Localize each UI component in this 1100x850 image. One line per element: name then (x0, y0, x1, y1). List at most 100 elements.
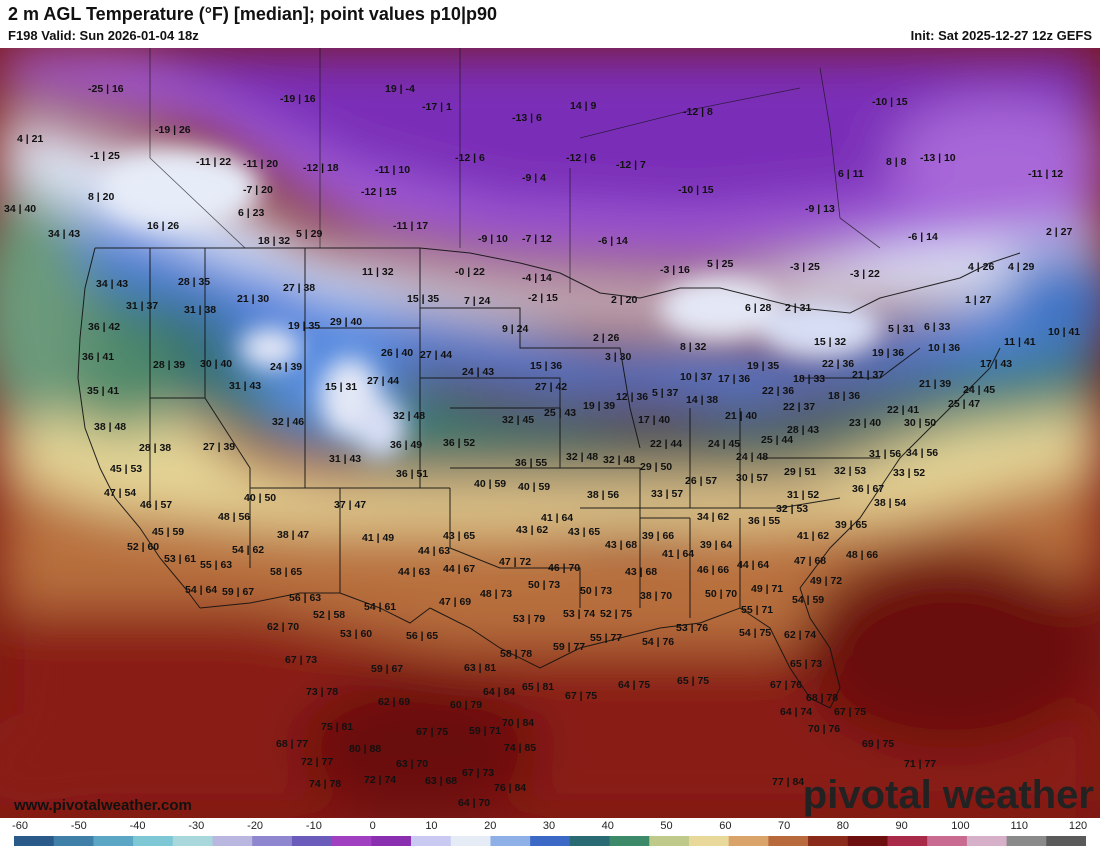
point-value: 48 | 66 (846, 549, 879, 561)
point-value: -12 | 8 (683, 106, 713, 118)
point-value: 43 | 68 (625, 566, 658, 578)
point-value: 62 | 69 (378, 696, 411, 708)
point-value: 53 | 60 (340, 628, 373, 640)
point-value: 28 | 38 (139, 442, 172, 454)
point-value: 9 | 24 (502, 323, 529, 335)
point-value: 41 | 49 (362, 532, 395, 544)
point-value: 80 | 88 (349, 743, 382, 755)
point-value: 10 | 41 (1048, 326, 1081, 338)
point-value: 50 | 73 (580, 585, 613, 597)
point-value: 60 | 79 (450, 699, 483, 711)
point-value: 59 | 67 (222, 586, 255, 598)
point-value: 43 | 65 (443, 530, 476, 542)
colorbar-tick-label: 80 (836, 820, 849, 832)
point-value: -11 | 22 (196, 156, 232, 168)
point-value: 44 | 63 (398, 566, 431, 578)
point-value: -11 | 20 (243, 158, 279, 170)
point-value: 12 | 36 (616, 391, 649, 403)
point-value: 22 | 36 (762, 385, 795, 397)
brand-logo: pivotal weather (802, 773, 1094, 817)
point-value: -12 | 6 (455, 152, 485, 164)
point-value: 31 | 56 (869, 448, 902, 460)
point-value: 70 | 84 (502, 717, 535, 729)
point-value: 32 | 45 (502, 414, 535, 426)
point-value: 15 | 36 (530, 360, 563, 372)
point-value: 27 | 38 (283, 282, 316, 294)
point-value: 28 | 43 (787, 424, 820, 436)
point-value: 15 | 35 (407, 293, 440, 305)
point-value: 72 | 77 (301, 756, 334, 768)
point-value: 24 | 39 (270, 361, 303, 373)
point-value: 45 | 59 (152, 526, 185, 538)
point-value: 41 | 62 (797, 530, 830, 542)
point-value: 68 | 78 (806, 692, 839, 704)
point-value: 36 | 51 (396, 468, 429, 480)
point-value: 5 | 31 (888, 323, 915, 335)
point-value: 26 | 57 (685, 475, 718, 487)
point-value: 67 | 73 (462, 767, 495, 779)
point-value: -12 | 18 (303, 162, 339, 174)
point-value: 63 | 81 (464, 662, 497, 674)
site-url[interactable]: www.pivotalweather.com (14, 797, 192, 814)
point-value: 14 | 9 (570, 100, 597, 112)
point-value: 17 | 36 (718, 373, 751, 385)
point-value: 24 | 45 (708, 438, 741, 450)
point-value: 71 | 77 (904, 758, 937, 770)
point-value: 63 | 70 (396, 758, 429, 770)
point-value: -12 | 7 (616, 159, 646, 171)
colorbar: -60 -50 -40 -30 -20 -10 0 10 20 30 40 50 60 70 80 90 100… (0, 818, 1100, 850)
colorbar-segment (927, 836, 968, 846)
point-value: 14 | 38 (686, 394, 719, 406)
colorbar-tick-label: 10 (425, 820, 438, 832)
point-value: 33 | 52 (893, 467, 926, 479)
colorbar-segment (847, 836, 888, 846)
point-value: 6 | 28 (745, 302, 772, 314)
point-value: 32 | 48 (603, 454, 636, 466)
point-value: 17 | 40 (638, 414, 671, 426)
point-value: 21 | 40 (725, 410, 758, 422)
point-value: 25 | 47 (948, 398, 981, 410)
point-value: 28 | 39 (153, 359, 186, 371)
colorbar-tick-label: 70 (777, 820, 791, 832)
colorbar-segment (450, 836, 491, 846)
point-value: 48 | 73 (480, 588, 513, 600)
point-value: 8 | 8 (886, 156, 907, 168)
colorbar-segment (133, 836, 174, 846)
point-value: 62 | 70 (267, 621, 300, 633)
point-value: 46 | 57 (140, 499, 173, 511)
point-value: -19 | 16 (280, 93, 316, 105)
colorbar-tick-label: 100 (951, 820, 970, 832)
point-value: 46 | 66 (697, 564, 730, 576)
point-value: 67 | 75 (565, 690, 598, 702)
point-value: 53 | 76 (676, 622, 709, 634)
point-value: 7 | 24 (464, 295, 491, 307)
temperature-map[interactable]: -25 | 16 -19 | 16 19 | -4 -17 | 1 14 | 9 -12 … (0, 48, 1100, 818)
point-value: 59 | 67 (371, 663, 404, 675)
point-value: 6 | 33 (924, 321, 951, 333)
colorbar-tick-label: -10 (305, 820, 322, 832)
point-value: 55 | 63 (200, 559, 233, 571)
point-value: 52 | 75 (600, 608, 633, 620)
point-value: 67 | 75 (416, 726, 449, 738)
point-value: 39 | 64 (700, 539, 733, 551)
point-value: 36 | 67 (852, 483, 885, 495)
point-value: 31 | 52 (787, 489, 820, 501)
point-value: 40 | 59 (518, 481, 551, 493)
colorbar-segment (172, 836, 214, 846)
point-value: 27 | 42 (535, 381, 568, 393)
point-value: 74 | 85 (504, 742, 537, 754)
point-value: 39 | 65 (835, 519, 868, 531)
point-value: 54 | 64 (185, 584, 218, 596)
point-value: 69 | 75 (862, 738, 895, 750)
point-value: 44 | 63 (418, 545, 451, 557)
colorbar-segment (688, 836, 730, 846)
colorbar-tick-label: 120 (1068, 820, 1088, 832)
point-value: -7 | 20 (243, 184, 273, 196)
point-value: 67 | 73 (285, 654, 318, 666)
point-value: 67 | 75 (834, 706, 867, 718)
colorbar-segment (14, 836, 55, 846)
point-value: -9 | 4 (522, 172, 546, 184)
point-value: 36 | 42 (88, 321, 121, 333)
point-value: 58 | 65 (270, 566, 303, 578)
point-value: 5 | 29 (296, 228, 323, 240)
